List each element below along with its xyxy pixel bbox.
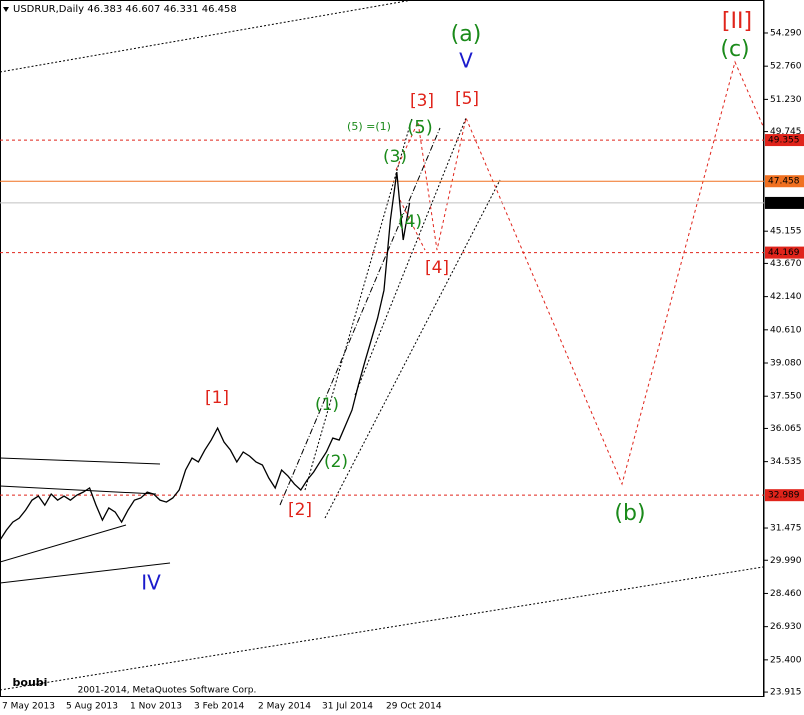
x-tick-label: 7 May 2013: [2, 702, 55, 712]
x-tick-label: 1 Nov 2013: [130, 702, 182, 712]
level-label-box: [765, 489, 804, 502]
chart-title: USDRUR,Daily 46.383 46.607 46.331 46.458: [13, 4, 237, 15]
y-tick-label: 43.670: [770, 259, 802, 269]
projection-path: [395, 60, 764, 486]
wave-label: [4]: [425, 258, 449, 278]
trend-line: [324, 179, 501, 519]
level-label: 49.355: [768, 136, 800, 146]
wave-label: IV: [141, 571, 161, 595]
wave-label: [II]: [722, 9, 752, 34]
level-label-box: [765, 134, 804, 147]
wave-label: (c): [720, 37, 749, 62]
trend-line: [0, 566, 764, 691]
trend-line: [0, 524, 127, 563]
wave-label: (4): [398, 212, 422, 232]
title-icon: [3, 7, 9, 12]
y-tick-label: 45.155: [770, 227, 802, 237]
trend-line: [0, 0, 413, 73]
wave-label: (5): [407, 117, 433, 138]
level-label: 46.458: [768, 198, 800, 208]
trend-line: [0, 457, 161, 465]
price-line: [0, 171, 411, 541]
wave-label: (5) =(1): [347, 120, 391, 133]
x-tick-label: 2 May 2014: [258, 702, 311, 712]
price-axis: [764, 0, 804, 697]
x-tick-label: 31 Jul 2014: [322, 702, 373, 712]
y-tick-label: 29.990: [770, 556, 802, 566]
wave-label: [5]: [455, 89, 479, 109]
y-tick-label: 25.400: [770, 655, 802, 665]
trend-line: [279, 127, 441, 506]
plot-frame: [0, 0, 764, 697]
y-tick-label: 37.550: [770, 392, 802, 402]
x-tick-label: 5 Aug 2013: [66, 702, 118, 712]
level-label-box: [765, 196, 804, 209]
wave-label: V: [459, 49, 473, 73]
triangle-lines: [0, 457, 171, 584]
y-tick-label: 34.535: [770, 457, 802, 467]
wave-label: (3): [383, 147, 407, 167]
levels: [0, 139, 764, 496]
y-tick-label: 42.140: [770, 292, 802, 302]
trend-lines: [0, 0, 764, 691]
y-tick-label: 54.290: [770, 28, 802, 38]
wave-label: (1): [315, 395, 339, 415]
y-tick-label: 51.230: [770, 95, 802, 105]
wave-label: 2001-2014, MetaQuotes Software Corp.: [78, 686, 257, 696]
y-tick-label: 49.745: [770, 127, 802, 137]
level-label: 47.458: [768, 177, 800, 187]
wave-label: (a): [451, 22, 482, 47]
x-tick-label: 3 Feb 2014: [194, 702, 245, 712]
trend-line: [0, 562, 171, 584]
x-tick-label: 29 Oct 2014: [386, 702, 442, 712]
level-label: 44.169: [768, 248, 800, 258]
y-tick-label: 52.760: [770, 62, 802, 72]
level-label-box: [765, 246, 804, 259]
y-tick-label: 40.610: [770, 325, 802, 335]
wave-label: [3]: [410, 91, 434, 111]
y-tick-label: 28.460: [770, 589, 802, 599]
projection: [395, 60, 764, 486]
y-tick-label: 36.065: [770, 424, 802, 434]
wave-label: (2): [324, 452, 348, 472]
wave-label: boubi: [13, 676, 48, 689]
trend-line: [354, 117, 467, 396]
wave-label: (b): [614, 501, 645, 526]
trend-line: [0, 485, 157, 495]
y-tick-label: 31.475: [770, 524, 802, 534]
level-label-box: [765, 175, 804, 188]
y-tick-label: 39.080: [770, 359, 802, 369]
y-tick-label: 26.930: [770, 622, 802, 632]
trend-line: [304, 117, 413, 491]
wave-label: [2]: [288, 500, 312, 520]
level-label: 32.989: [768, 491, 800, 501]
wave-label: [1]: [205, 388, 229, 408]
y-tick-label: 23.915: [770, 688, 802, 698]
